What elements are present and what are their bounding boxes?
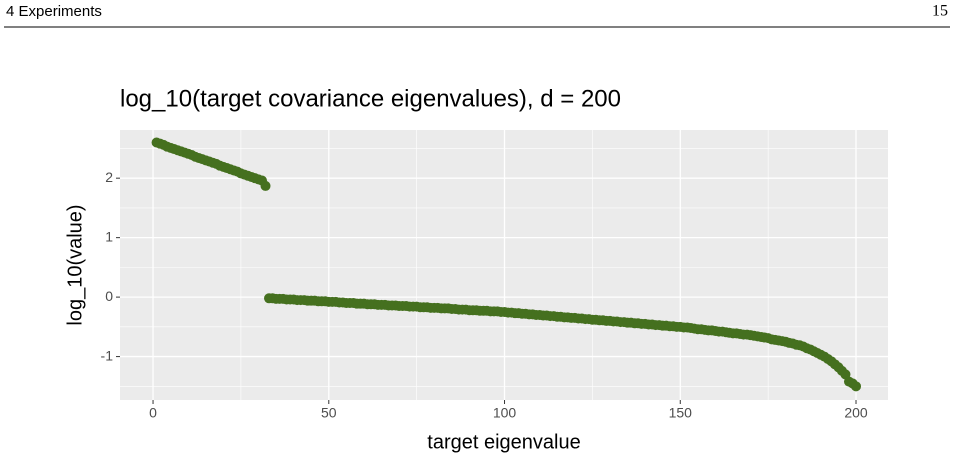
x-axis-label: target eigenvalue	[427, 431, 580, 453]
data-point	[260, 180, 271, 191]
data-point	[851, 381, 862, 392]
y-axis-label: log_10(value)	[64, 204, 86, 325]
x-tick-label: 50	[321, 405, 337, 421]
chart-title: log_10(target covariance eigenvalues), d…	[120, 85, 621, 112]
section-header: 4 Experiments	[6, 3, 102, 20]
y-tick-label: 2	[105, 169, 113, 185]
x-tick-label: 0	[149, 405, 157, 421]
y-tick-label: -1	[101, 347, 114, 363]
y-tick-label: 0	[105, 288, 113, 304]
page-number: 15	[932, 3, 948, 20]
x-tick-label: 150	[669, 405, 693, 421]
y-tick-label: 1	[105, 228, 113, 244]
x-tick-label: 200	[844, 405, 868, 421]
x-tick-label: 100	[493, 405, 517, 421]
